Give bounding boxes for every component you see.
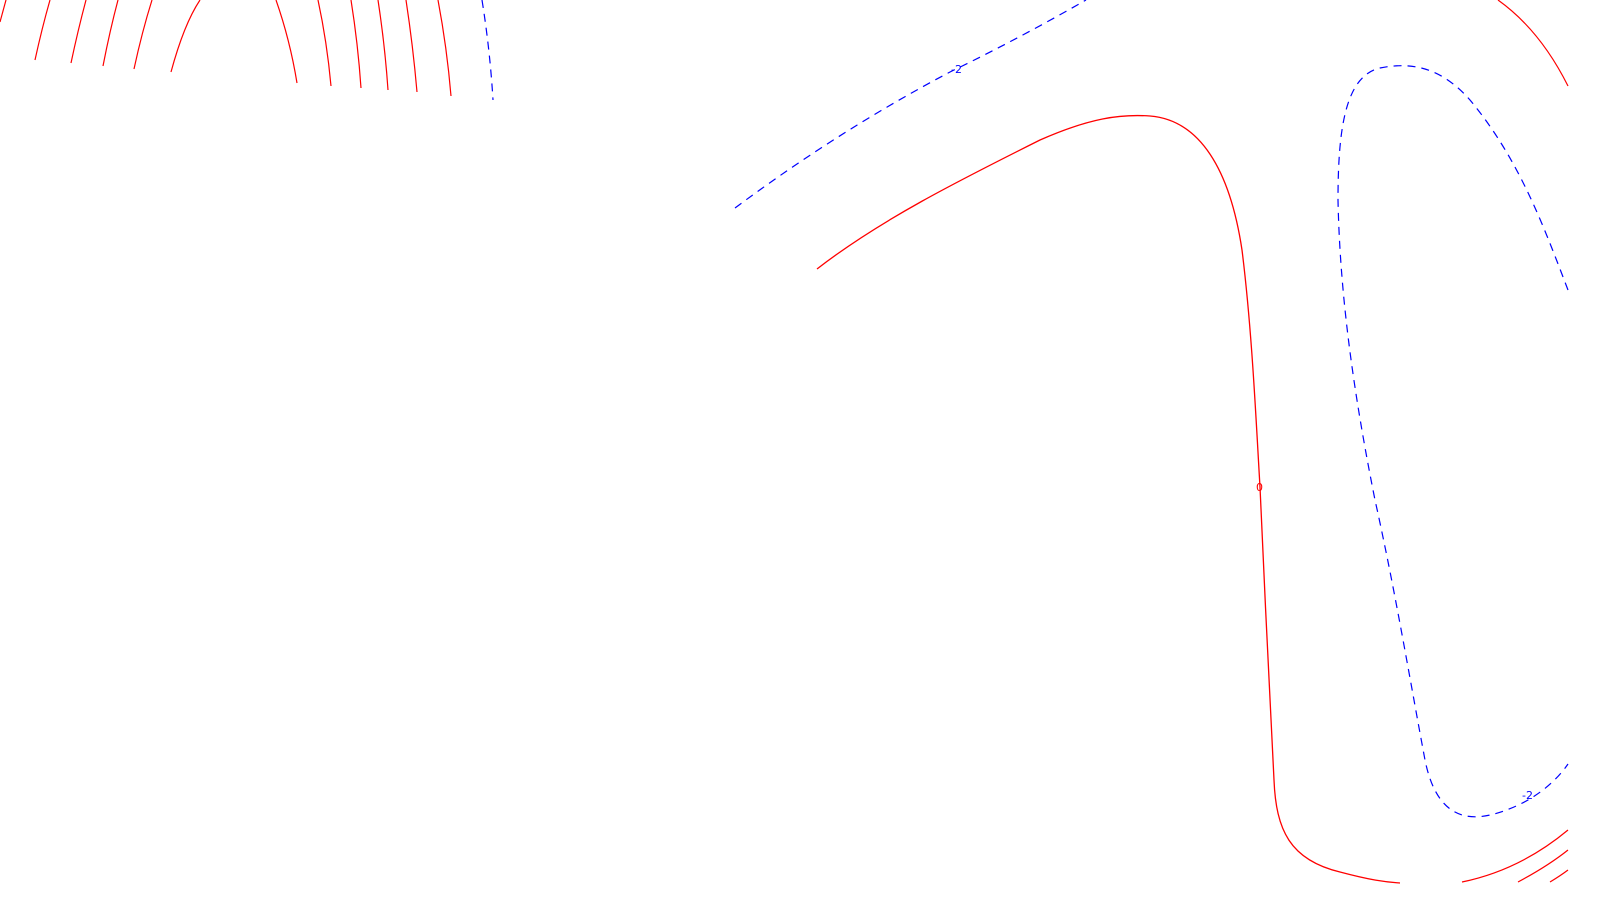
contour-line [70,0,87,64]
contour-line [1497,0,1569,87]
contour-line [405,0,418,93]
contour-line [102,0,119,67]
contour-line [275,0,298,84]
contour-label-zero: 0 [1256,481,1263,494]
contour-line [350,0,362,89]
positive-contours-right [1461,0,1569,883]
zero-contour [816,114,1401,884]
contour-label-bottom-right: -2 [1522,789,1533,802]
negative-contour-right [1337,65,1569,818]
contour-line [317,0,332,87]
contour-line [1517,849,1569,883]
contour-line [481,0,494,101]
contour-line [0,0,7,23]
contour-line [734,0,1087,209]
contour-line [437,0,452,97]
contour-line [1337,65,1569,818]
contour-line [1461,829,1569,883]
negative-contours-top-left [481,0,494,101]
contour-line [816,114,1401,884]
contour-line [1549,869,1569,883]
contour-line [377,0,389,91]
positive-contours-top-left [0,0,452,97]
contour-line [34,0,51,61]
negative-contour-top [734,0,1087,209]
contour-label-top: -2 [951,63,962,76]
contour-line [170,0,201,73]
contour-line [133,0,153,70]
